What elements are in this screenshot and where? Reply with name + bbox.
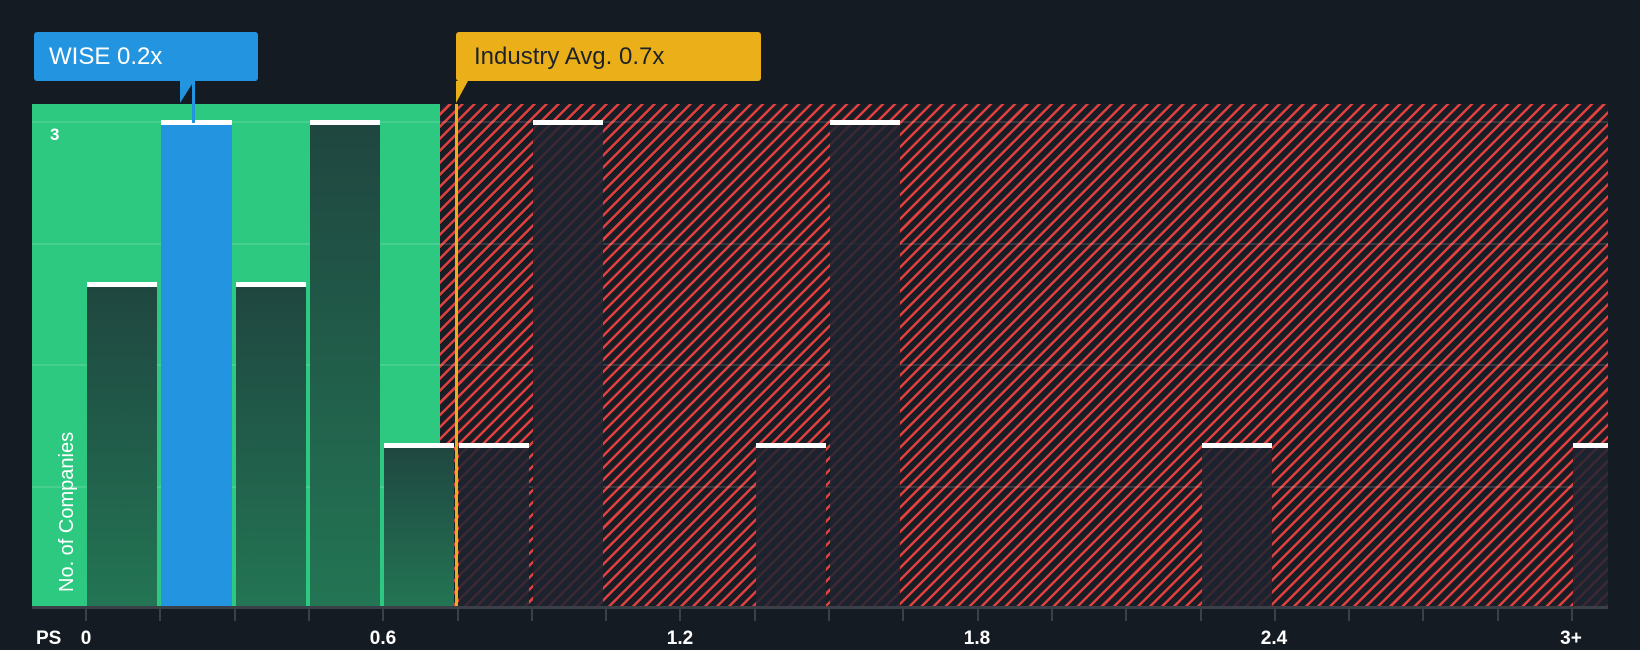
- x-tick-mark: [456, 609, 459, 621]
- histogram-bar: [755, 443, 826, 607]
- x-tick-mark: [1199, 609, 1202, 621]
- gridline: [32, 364, 1608, 366]
- histogram-bar: [1201, 443, 1272, 607]
- histogram-bar: [458, 443, 529, 607]
- x-tick-mark: [902, 609, 905, 621]
- industry-average-line: [455, 104, 458, 607]
- company-callout-pointer: [180, 81, 194, 103]
- industry-callout-label: Industry Avg. 0.7x: [474, 43, 665, 70]
- bar-cap: [384, 443, 455, 449]
- x-tick-mark: [605, 609, 608, 621]
- x-axis-line: [32, 606, 1608, 609]
- x-tick-mark: [85, 609, 87, 621]
- gridline: [32, 121, 1608, 123]
- bar-cap: [1201, 443, 1272, 449]
- bar-cap: [1573, 443, 1608, 449]
- highlighted-bar: [161, 120, 232, 607]
- x-tick-label: 3+: [1560, 628, 1582, 649]
- x-tick-mark: [976, 609, 979, 621]
- x-tick-mark: [1496, 609, 1499, 621]
- histogram-bar: [532, 120, 604, 607]
- bar-cap: [161, 120, 232, 125]
- company-callout-label: WISE 0.2x: [49, 43, 163, 70]
- y-tick-label: 3: [50, 125, 60, 144]
- x-tick-mark: [828, 609, 830, 621]
- x-tick-mark: [1348, 609, 1351, 621]
- x-tick-mark: [233, 609, 236, 621]
- bar-cap: [830, 120, 901, 125]
- x-tick-mark: [1050, 609, 1053, 621]
- histogram-bar: [87, 281, 158, 607]
- gridline: [32, 243, 1608, 245]
- company-callout: WISE 0.2x: [34, 32, 258, 81]
- histogram-bar: [235, 281, 306, 607]
- x-tick-mark: [530, 609, 533, 621]
- x-tick-mark: [1273, 609, 1276, 621]
- bar-cap: [235, 281, 306, 287]
- chart-plot-area: [32, 104, 1608, 607]
- bar-cap: [532, 120, 604, 125]
- x-tick-label: 2.4: [1260, 628, 1288, 649]
- x-tick-mark: [679, 609, 682, 621]
- histogram-bar: [309, 120, 381, 607]
- bar-cap: [87, 281, 158, 287]
- x-tick-mark: [382, 609, 385, 621]
- x-tick-label: 0: [80, 628, 92, 649]
- x-tick-mark: [1422, 609, 1425, 621]
- x-tick-mark: [159, 609, 162, 621]
- histogram-bar: [830, 120, 901, 607]
- x-tick-label: 1.8: [963, 628, 991, 649]
- x-tick-label: 1.2: [666, 628, 694, 649]
- y-axis-title: No. of Companies: [56, 431, 78, 592]
- industry-callout-pointer: [456, 81, 468, 103]
- x-axis-title: PS: [36, 628, 62, 649]
- industry-callout: Industry Avg. 0.7x: [456, 32, 761, 81]
- x-tick-mark: [1125, 609, 1128, 621]
- bar-cap: [755, 443, 826, 449]
- company-marker-line: [192, 81, 195, 123]
- x-tick-mark: [307, 609, 310, 621]
- histogram-bar: [384, 443, 455, 607]
- x-tick-mark: [1571, 609, 1573, 621]
- bar-cap: [458, 443, 529, 449]
- x-tick-label: 0.6: [369, 628, 397, 649]
- overvalued-zone: [440, 104, 1608, 607]
- histogram-bar: [1573, 443, 1608, 607]
- x-tick-mark: [753, 609, 756, 621]
- bar-cap: [309, 120, 381, 125]
